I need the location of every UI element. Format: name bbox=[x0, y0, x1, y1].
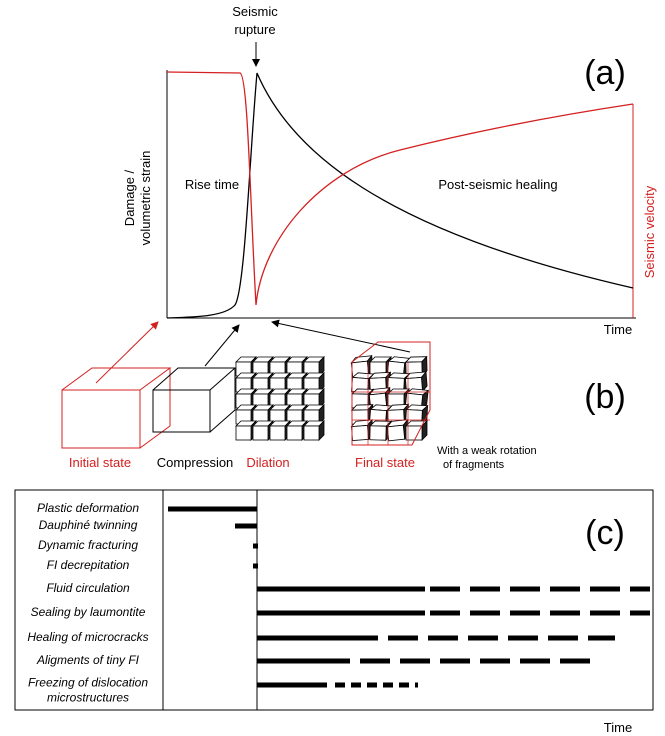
fragment bbox=[405, 420, 428, 441]
panel-label: (c) bbox=[585, 514, 625, 552]
arrow bbox=[95, 321, 159, 384]
fragment bbox=[303, 388, 325, 409]
fragment-face bbox=[369, 425, 387, 441]
fragment-face bbox=[405, 425, 423, 441]
fragment bbox=[286, 388, 308, 409]
fragment bbox=[252, 388, 274, 409]
fragment bbox=[303, 356, 325, 377]
row-label: Sealing by laumontite bbox=[31, 605, 146, 619]
phase-label: Rise time bbox=[185, 177, 239, 192]
fragment bbox=[404, 388, 430, 410]
y-label: Damage / volumetric strain bbox=[122, 151, 153, 246]
fragment-grid bbox=[235, 356, 325, 441]
state-label: Dilation bbox=[246, 455, 289, 470]
row-label: Freezing of dislocation bbox=[28, 676, 148, 690]
rupture-label: Seismic bbox=[232, 4, 278, 19]
arrow bbox=[204, 324, 240, 367]
row-label: microstructures bbox=[47, 691, 129, 705]
fragment-face bbox=[269, 425, 286, 441]
compression-cube bbox=[152, 367, 237, 433]
fragment bbox=[404, 371, 428, 394]
panel-label: (b) bbox=[584, 378, 626, 416]
damage-curve bbox=[166, 72, 634, 319]
fragment-face bbox=[235, 425, 252, 441]
panel-a: Seismic rupture (a) Damage / volumetric … bbox=[122, 4, 657, 337]
frame bbox=[14, 489, 654, 711]
panel-label: (a) bbox=[584, 54, 626, 92]
y-label-line: volumetric strain bbox=[138, 151, 153, 246]
x-label: Time bbox=[604, 322, 632, 337]
panel-c: (c) Time Plastic deformation Dauphiné twi… bbox=[14, 489, 654, 735]
fragment bbox=[303, 372, 325, 393]
fragment bbox=[303, 404, 325, 425]
arrow bbox=[271, 319, 411, 353]
row-label: Fluid circulation bbox=[46, 581, 130, 595]
phase-label: Post-seismic healing bbox=[438, 177, 557, 192]
fragment-face bbox=[351, 424, 369, 442]
fragment-face bbox=[252, 425, 269, 441]
initial-cube bbox=[61, 367, 172, 449]
fragment-face bbox=[386, 424, 406, 442]
red-outline bbox=[352, 362, 430, 445]
fragment-grid bbox=[350, 341, 431, 446]
state-label: Compression bbox=[157, 455, 234, 470]
row-label: Dynamic fracturing bbox=[38, 538, 138, 552]
row-label: Healing of microcracks bbox=[27, 630, 148, 644]
note: With a weak rotation bbox=[437, 445, 537, 457]
state-label: Final state bbox=[355, 455, 415, 470]
row-label: Aligments of tiny FI bbox=[36, 653, 140, 667]
row-label: FI decrepitation bbox=[47, 558, 130, 572]
note: of fragments bbox=[443, 459, 505, 471]
red-outline bbox=[351, 341, 431, 446]
panel-b: (b) Initial state Compression Dilation F… bbox=[61, 319, 626, 471]
y2-label: Seismic velocity bbox=[642, 185, 657, 278]
fragment bbox=[386, 418, 410, 442]
fragment-face bbox=[286, 425, 303, 441]
fragment bbox=[303, 420, 325, 441]
row-label: Dauphiné twinning bbox=[39, 518, 138, 532]
row-label: Plastic deformation bbox=[37, 501, 139, 515]
velocity-curve bbox=[166, 71, 634, 306]
state-label: Initial state bbox=[69, 455, 131, 470]
x-label: Time bbox=[604, 720, 632, 735]
fragment-face bbox=[303, 425, 320, 441]
y-label-line: Damage / bbox=[122, 169, 137, 226]
rupture-label: rupture bbox=[234, 22, 275, 37]
